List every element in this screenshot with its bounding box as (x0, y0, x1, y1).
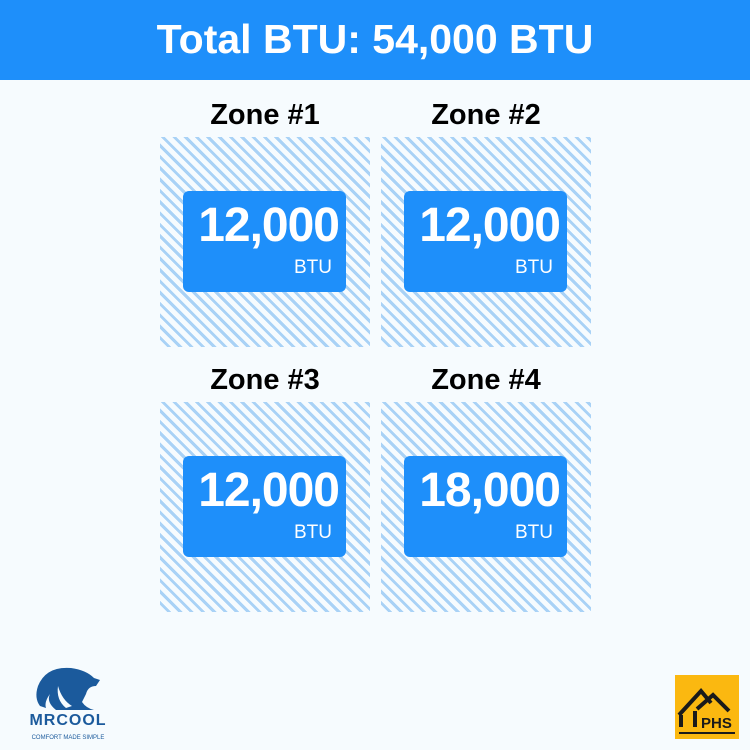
zone-4-card: 18,000 BTU (404, 456, 567, 557)
mrcool-tagline: COMFORT MADE SIMPLE (31, 735, 105, 741)
zone-2-unit: BTU (515, 257, 553, 278)
phs-wordmark: PHS (701, 715, 732, 732)
zone-2-card: 12,000 BTU (404, 191, 567, 292)
zone-2-title: Zone #2 (431, 99, 541, 131)
zone-1-title: Zone #1 (210, 99, 320, 131)
zone-3-panel: 12,000 BTU (160, 402, 370, 612)
zone-3-card: 12,000 BTU (183, 456, 346, 557)
mrcool-wordmark: MRCOOL (29, 712, 107, 729)
zone-2-panel: 12,000 BTU (381, 137, 591, 347)
zone-1-card: 12,000 BTU (183, 191, 346, 292)
house-icon: PHS (677, 687, 735, 734)
total-btu-header: Total BTU: 54,000 BTU (0, 0, 750, 80)
zone-4-value: 18,000 (419, 464, 561, 517)
zone-4-panel: 18,000 BTU (381, 402, 591, 612)
zone-3-unit: BTU (294, 522, 332, 543)
zone-1-panel: 12,000 BTU (160, 137, 370, 347)
phs-logo: PHS (675, 675, 739, 739)
zone-4-title: Zone #4 (431, 364, 541, 396)
zone-1-value: 12,000 (198, 199, 340, 252)
zone-2-value: 12,000 (419, 199, 561, 252)
zone-3-title: Zone #3 (210, 364, 320, 396)
polar-bear-icon (36, 667, 100, 710)
zone-1-unit: BTU (294, 257, 332, 278)
zone-4-unit: BTU (515, 522, 553, 543)
mrcool-logo: MRCOOL COMFORT MADE SIMPLE (8, 660, 128, 748)
zone-3-value: 12,000 (198, 464, 340, 517)
